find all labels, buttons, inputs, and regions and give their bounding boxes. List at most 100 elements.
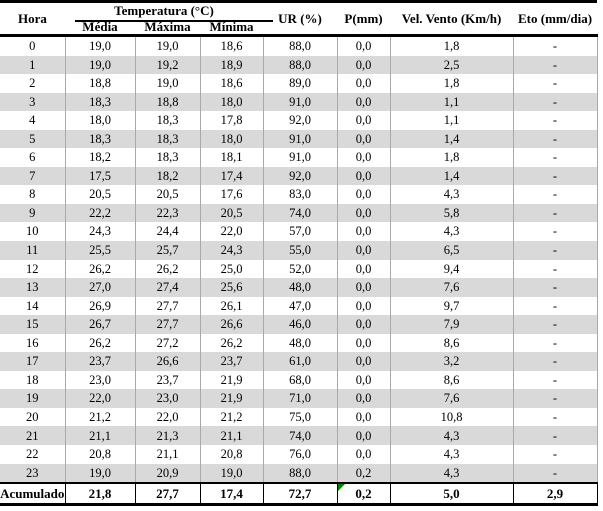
cell-minima: 21,1 [200, 426, 264, 446]
cell-vento: 7,6 [390, 278, 514, 297]
cell-eto: - [513, 55, 598, 75]
cell-p: 0,0 [337, 259, 391, 279]
cell-p: 0,0 [337, 111, 391, 130]
cell-vento: 7,6 [390, 389, 514, 408]
cell-p: 0,0 [337, 352, 391, 371]
cell-media: 18,3 [65, 129, 136, 149]
cell-p: 0,0 [337, 92, 391, 112]
cell-hora: 1 [0, 55, 66, 75]
cell-eto: - [513, 315, 598, 334]
header-maxima: Máxima [135, 18, 200, 36]
cell-maxima: 22,0 [135, 407, 201, 427]
cell-ur: 88,0 [263, 35, 338, 56]
cell-ur: 91,0 [263, 129, 338, 149]
cell-minima: 23,7 [200, 352, 264, 371]
cell-ur: 71,0 [263, 389, 338, 408]
cell-vento: 5,8 [390, 203, 514, 223]
cell-hora: 14 [0, 296, 66, 316]
cell-ur: 74,0 [263, 203, 338, 223]
table-footer: Acumulado 21,8 27,7 17,4 72,7 0,2 5,0 2,… [0, 482, 598, 507]
cell-eto: - [513, 463, 598, 484]
table-row: 5 18,3 18,3 18,0 91,0 0,0 1,4- [0, 129, 598, 149]
cell-media: 20,8 [65, 445, 136, 464]
table-row: 15 26,7 27,7 26,6 46,0 0,0 7,9- [0, 315, 598, 334]
cell-eto: - [513, 92, 598, 112]
cell-media: 18,2 [65, 148, 136, 167]
cell-p: 0,0 [337, 315, 391, 334]
cell-minima: 24,3 [200, 241, 264, 260]
header-minima: Mínima [200, 18, 264, 36]
cell-p: 0,0 [337, 148, 391, 167]
cell-error-flag-icon [337, 484, 345, 492]
cell-maxima: 18,3 [135, 129, 201, 149]
cell-p: 0,0 [337, 407, 391, 427]
table-row: 21 21,1 21,3 21,1 74,0 0,0 4,3- [0, 426, 598, 446]
cell-p: 0,0 [337, 203, 391, 223]
cell-media: 21,1 [65, 426, 136, 446]
header-p: P(mm) [337, 1, 391, 36]
cell-maxima: 18,2 [135, 166, 201, 186]
cell-media: 25,5 [65, 241, 136, 260]
cell-hora: 2 [0, 74, 66, 93]
cell-minima: 18,6 [200, 35, 264, 56]
header-hora: Hora [0, 1, 65, 36]
table-row: 3 18,3 18,8 18,0 91,0 0,0 1,1- [0, 92, 598, 112]
cell-ur: 89,0 [263, 74, 338, 93]
cell-minima: 18,9 [200, 55, 264, 75]
cell-eto: - [513, 241, 598, 260]
cell-minima: 21,9 [200, 389, 264, 408]
acumulado-maxima: 27,7 [135, 482, 201, 507]
cell-ur: 92,0 [263, 111, 338, 130]
table-row: 2 18,8 19,0 18,6 89,0 0,0 1,8- [0, 74, 598, 93]
cell-eto: - [513, 35, 598, 56]
table-row: 13 27,0 27,4 25,6 48,0 0,0 7,6- [0, 278, 598, 297]
cell-ur: 61,0 [263, 352, 338, 371]
cell-media: 19,0 [65, 55, 136, 75]
cell-hora: 12 [0, 259, 66, 279]
cell-minima: 21,9 [200, 370, 264, 390]
table-row: 18 23,0 23,7 21,9 68,0 0,0 8,6- [0, 370, 598, 390]
cell-eto: - [513, 278, 598, 297]
cell-ur: 74,0 [263, 426, 338, 446]
table-row: 6 18,2 18,3 18,1 91,0 0,0 1,8- [0, 148, 598, 167]
cell-media: 20,5 [65, 185, 136, 204]
cell-p: 0,0 [337, 129, 391, 149]
cell-minima: 26,6 [200, 315, 264, 334]
cell-maxima: 23,7 [135, 370, 201, 390]
cell-eto: - [513, 333, 598, 353]
acumulado-vel-vento: 5,0 [390, 482, 514, 507]
cell-vento: 4,3 [390, 222, 514, 242]
cell-eto: - [513, 259, 598, 279]
cell-minima: 20,5 [200, 203, 264, 223]
cell-ur: 47,0 [263, 296, 338, 316]
cell-media: 18,8 [65, 74, 136, 93]
cell-vento: 1,4 [390, 166, 514, 186]
cell-eto: - [513, 352, 598, 371]
cell-minima: 25,0 [200, 259, 264, 279]
cell-hora: 18 [0, 370, 66, 390]
cell-hora: 4 [0, 111, 66, 130]
cell-vento: 4,3 [390, 185, 514, 204]
cell-vento: 10,8 [390, 407, 514, 427]
cell-media: 18,0 [65, 111, 136, 130]
cell-maxima: 19,2 [135, 55, 201, 75]
cell-minima: 25,6 [200, 278, 264, 297]
cell-maxima: 27,4 [135, 278, 201, 297]
cell-minima: 20,8 [200, 445, 264, 464]
cell-hora: 13 [0, 278, 66, 297]
cell-eto: - [513, 203, 598, 223]
cell-media: 26,7 [65, 315, 136, 334]
cell-hora: 16 [0, 333, 66, 353]
cell-maxima: 20,5 [135, 185, 201, 204]
table-row: 17 23,7 26,6 23,7 61,0 0,0 3,2- [0, 352, 598, 371]
cell-media: 22,0 [65, 389, 136, 408]
cell-eto: - [513, 407, 598, 427]
cell-hora: 8 [0, 185, 66, 204]
cell-eto: - [513, 111, 598, 130]
cell-maxima: 19,0 [135, 74, 201, 93]
cell-media: 19,0 [65, 463, 136, 484]
cell-vento: 9,7 [390, 296, 514, 316]
table-row: 9 22,2 22,3 20,5 74,0 0,0 5,8- [0, 203, 598, 223]
cell-ur: 92,0 [263, 166, 338, 186]
cell-maxima: 23,0 [135, 389, 201, 408]
